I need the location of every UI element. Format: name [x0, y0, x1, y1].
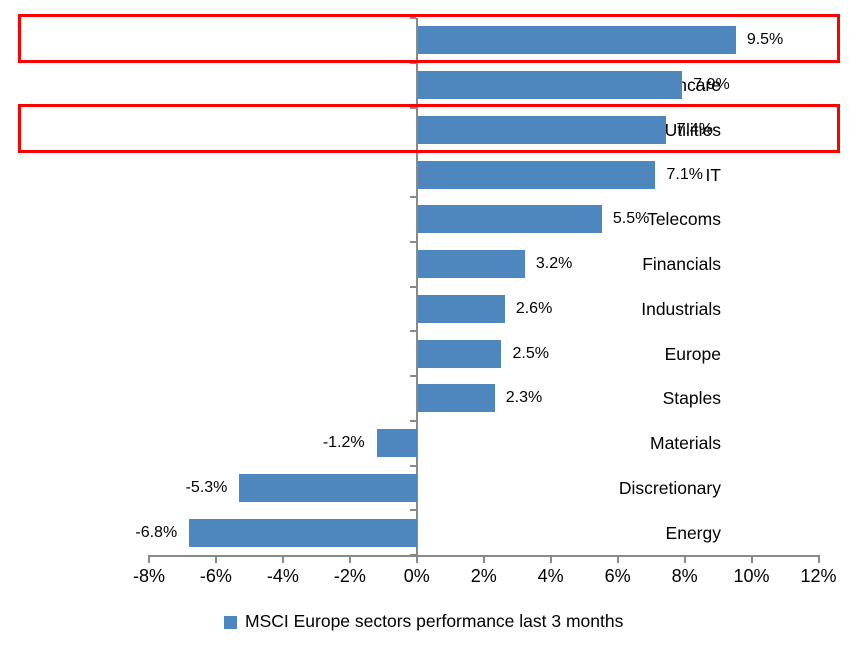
y-axis-tick [409, 464, 416, 467]
x-tick-label: 2% [470, 566, 497, 586]
legend: MSCI Europe sectors performance last 3 m… [224, 611, 623, 632]
category-label: Europe [664, 343, 721, 364]
y-axis-tick [409, 375, 416, 377]
x-tick-label: 0% [403, 566, 430, 586]
y-axis-tick [409, 285, 416, 288]
x-axis-tick [817, 555, 820, 563]
x-axis-tick [616, 555, 619, 563]
bar [417, 160, 656, 189]
value-label: -6.8% [135, 523, 178, 541]
x-tick-label: 6% [604, 566, 631, 586]
highlight-box [18, 14, 840, 64]
x-tick-label: 4% [537, 566, 564, 586]
value-label: 2.5% [512, 344, 549, 362]
x-axis-tick [750, 555, 753, 563]
x-axis-tick [348, 555, 351, 563]
y-axis-tick [409, 419, 416, 422]
x-tick-label: 12% [800, 566, 837, 586]
value-label: 5.5% [612, 210, 650, 228]
bar [417, 71, 683, 100]
x-axis-tick [482, 555, 485, 563]
value-label: 7.4% [676, 120, 713, 138]
y-axis-tick [409, 196, 416, 198]
x-axis-tick [281, 555, 284, 563]
x-tick-label: 8% [671, 566, 698, 586]
category-label: Industrials [641, 298, 721, 319]
y-axis-tick [409, 240, 416, 243]
value-label: 9.5% [746, 31, 784, 49]
bar [417, 250, 525, 279]
value-label: 2.3% [505, 389, 543, 407]
x-tick-label: -6% [199, 566, 232, 586]
x-axis-tick [549, 555, 552, 563]
category-label: Financials [642, 254, 721, 275]
category-label: Energy [665, 522, 721, 543]
bar [417, 26, 736, 55]
x-axis-tick [148, 555, 150, 563]
x-axis-tick [683, 555, 686, 563]
category-label: Discretionary [618, 477, 721, 498]
value-label: 7.9% [693, 76, 730, 94]
bar [376, 429, 417, 458]
value-label: 2.6% [515, 299, 553, 317]
x-axis-tick [214, 555, 217, 563]
legend-swatch-icon [224, 616, 237, 629]
bar [417, 294, 505, 323]
bar [417, 205, 602, 234]
bar [189, 518, 417, 547]
legend-label: MSCI Europe sectors performance last 3 m… [245, 611, 624, 631]
bar [417, 384, 495, 413]
category-label: IT [705, 164, 721, 185]
highlight-box [18, 103, 840, 153]
bar [417, 339, 502, 368]
y-axis [415, 18, 418, 555]
value-label: -5.3% [185, 478, 228, 496]
y-axis-tick [409, 106, 416, 109]
category-label: Telecoms [647, 209, 721, 230]
value-label: 3.2% [535, 255, 573, 273]
y-axis-tick [409, 509, 416, 512]
category-label: Materials [650, 433, 721, 454]
category-label: Utilities [664, 119, 721, 140]
category-label: Staples [662, 388, 721, 409]
bar [417, 115, 666, 144]
x-axis-tick [415, 555, 418, 563]
y-axis-tick [409, 330, 416, 333]
x-tick-label: -2% [333, 566, 366, 586]
bar [239, 473, 417, 502]
x-tick-label: -4% [266, 566, 299, 586]
y-axis-tick [409, 17, 416, 19]
x-tick-label: -8% [132, 566, 165, 586]
value-label: -1.2% [322, 434, 365, 452]
value-label: 7.1% [666, 165, 703, 183]
x-tick-label: 10% [733, 566, 770, 586]
